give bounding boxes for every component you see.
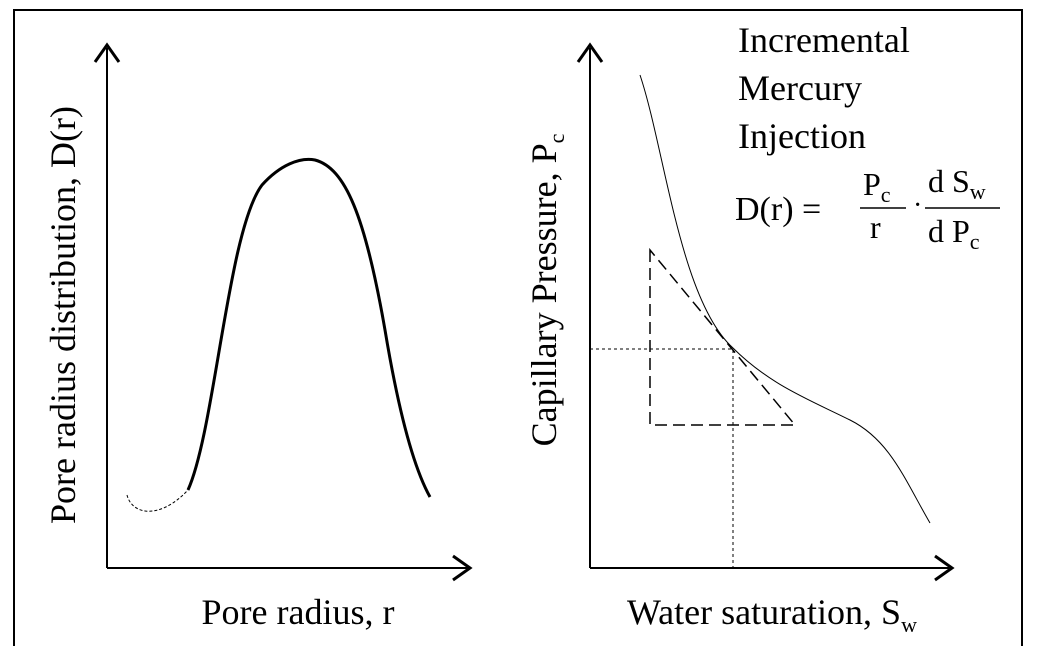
formula-numerator: d Sw	[928, 163, 986, 204]
formula-text: P	[863, 166, 881, 202]
formula-text: d S	[928, 163, 970, 199]
curve-extrapolated	[126, 489, 189, 512]
label-text: Water saturation, S	[627, 592, 901, 632]
left-axes	[93, 42, 473, 582]
y-axis-label: Pore radius distribution, D(r)	[43, 106, 83, 524]
frame	[13, 9, 1023, 646]
right-axes	[576, 42, 955, 582]
x-axis-label: Pore radius, r	[202, 592, 395, 632]
tangent-triangle	[649, 247, 797, 426]
title-line: Incremental	[738, 20, 910, 60]
capillary-curve	[639, 74, 931, 524]
formula-denominator: d Pc	[928, 213, 980, 254]
formula-lhs: D(r) =	[735, 191, 821, 228]
distribution-curve	[186, 157, 432, 498]
projection-lines	[590, 348, 734, 568]
formula-subscript: w	[970, 179, 986, 204]
x-axis-label: Water saturation, Sw	[627, 592, 917, 637]
formula-subscript: c	[881, 182, 891, 207]
title-line: Injection	[738, 116, 866, 156]
formula-text: d P	[928, 213, 970, 249]
label-subscript: w	[901, 612, 917, 637]
formula-dot: ·	[913, 190, 922, 221]
formula-denominator: r	[870, 209, 881, 245]
label-text: Capillary Pressure, P	[524, 143, 564, 446]
y-axis-label: Capillary Pressure, Pc	[524, 133, 569, 446]
title-line: Mercury	[738, 68, 862, 108]
formula-subscript: c	[970, 229, 980, 254]
label-subscript: c	[544, 133, 569, 143]
formula-numerator: Pc	[863, 166, 891, 207]
